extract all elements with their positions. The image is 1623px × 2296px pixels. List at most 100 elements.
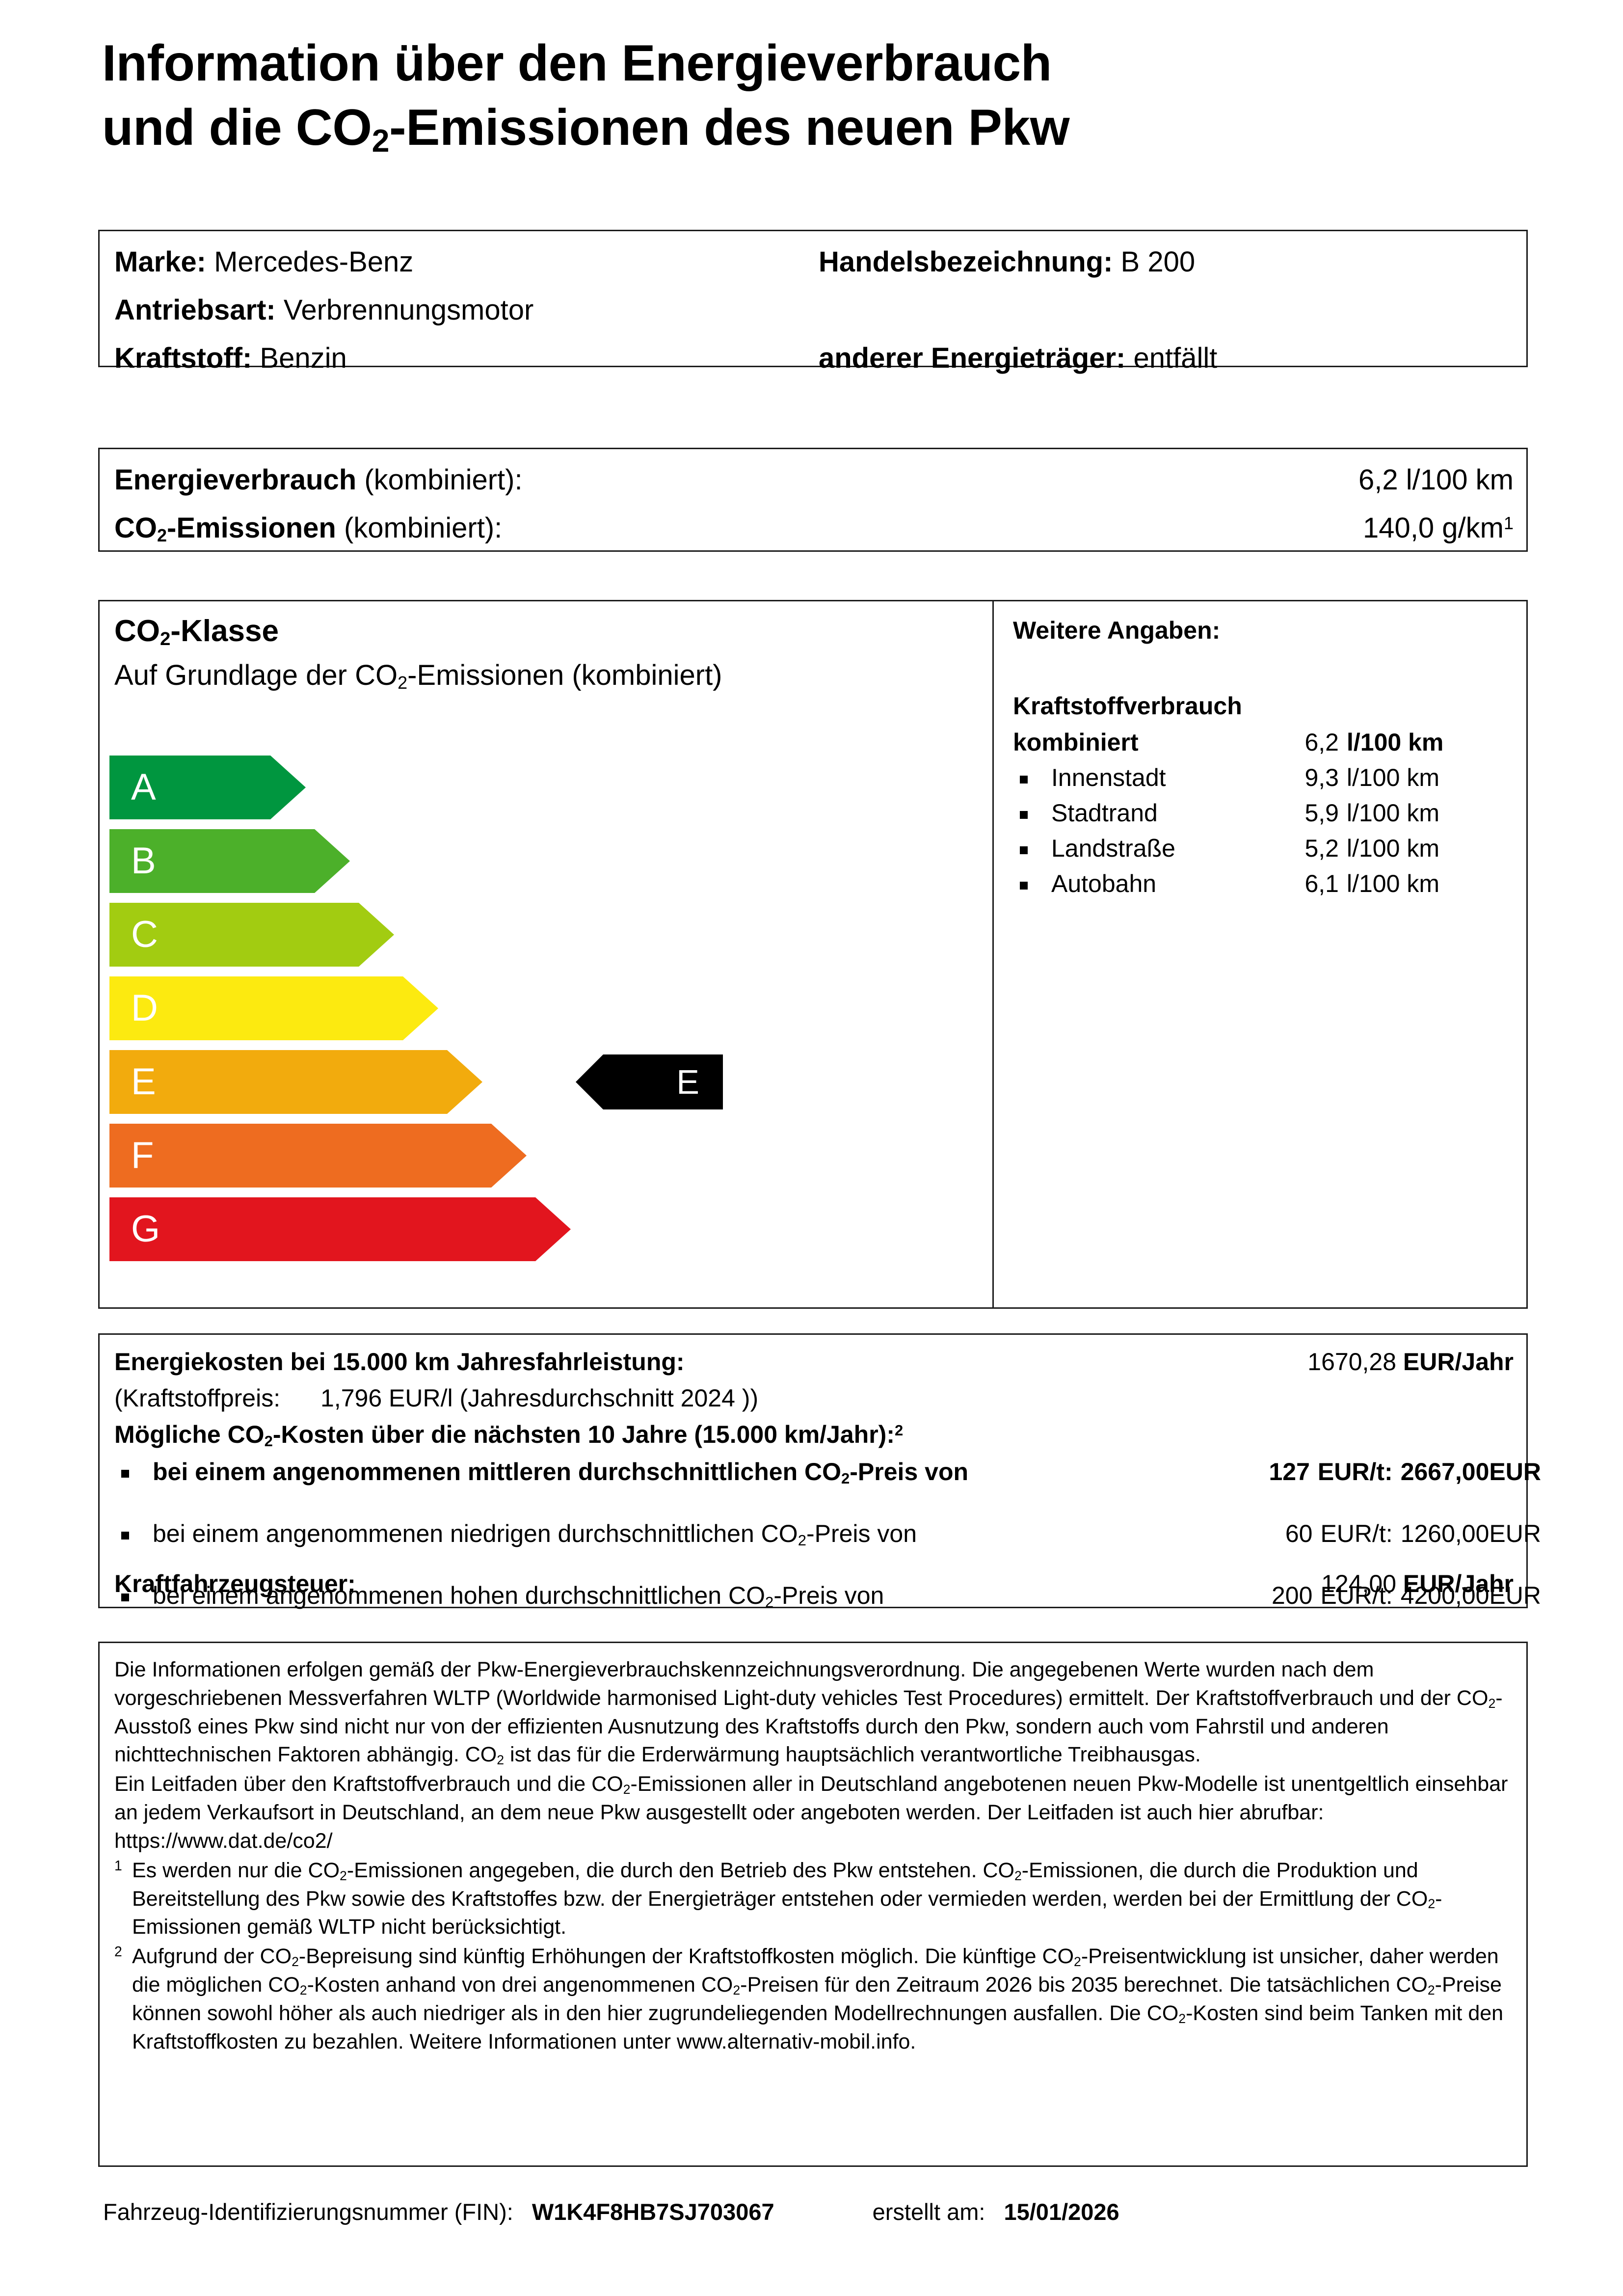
co2-subscript: 2 [1488,1696,1496,1711]
co2-cost-bullet-low: bei einem angenommenen niedrigen durchsc… [114,1520,1541,1549]
co2-total-low: 1260,00EUR [1400,1520,1541,1547]
co2-price-high: 200 [1272,1582,1313,1609]
co2-class-bar-c: C [109,903,394,967]
fuel-consumption-key: Landstraße [1013,836,1249,861]
antriebsart-label: Antriebsart: [114,294,276,326]
fuel-consumption-value: 5,9 [1304,799,1339,827]
co2-class-bar-row: D [109,976,988,1040]
fuel-consumption-key-label: Stadtrand [1051,799,1158,827]
co2-subscript: 2 [623,1782,631,1797]
field-handelsbezeichnung: Handelsbezeichnung: B 200 [819,248,1195,276]
energietraeger-value: entfällt [1133,342,1218,374]
fuel-consumption-table: kombiniert 6,2 l/100 km Innenstadt 9,3 l/100 … [1013,730,1504,907]
fuel-consumption-value: 5,2 [1304,835,1339,862]
footnote-1: 1 Es werden nur die CO2-Emissionen angeg… [114,1857,1513,1942]
handelsbezeichnung-value: B 200 [1120,246,1196,278]
fuel-consumption-value: 6,2 [1304,729,1339,756]
co2-subscript: 2 [299,1982,307,1998]
fuel-consumption-value: 6,1 [1304,870,1339,897]
footnote-2: 2 Aufgrund der CO2-Bepreisung sind künft… [114,1943,1513,2056]
co2-class-scale-panel: CO2-Klasse Auf Grundlage der CO2-Emissio… [100,601,994,1307]
row-kraftfahrzeugsteuer: Kraftfahrzeugsteuer: 124,00 EUR/Jahr [114,1571,1514,1596]
co2-class-bar-row: G [109,1197,988,1261]
kraftfahrzeugsteuer-label: Kraftfahrzeugsteuer: [114,1570,356,1597]
kraftfahrzeugsteuer-unit: EUR/Jahr [1403,1570,1514,1597]
energiekosten-value-group: 1670,28 EUR/Jahr [1307,1350,1514,1374]
square-bullet-icon [121,1594,129,1601]
co2-price-low: 60 [1285,1520,1313,1547]
kraftfahrzeugsteuer-value-group: 124,00 EUR/Jahr [1321,1571,1514,1596]
co2-class-heading: CO2-Klasse [114,614,279,650]
square-bullet-icon [121,1470,129,1478]
fuel-consumption-unit: l/100 km [1347,870,1439,897]
fuel-consumption-unit: l/100 km [1347,799,1439,827]
further-details-panel: Weitere Angaben: Kraftstoffverbrauch kom… [995,601,1526,1307]
kraftstoff-label: Kraftstoff: [114,342,252,374]
co2-price-high-unit: EUR/t: [1320,1582,1393,1609]
fuel-consumption-key: Autobahn [1013,871,1249,896]
field-antriebsart: Antriebsart: Verbrennungsmotor [114,296,533,324]
co2-subscript: 2 [798,1531,806,1549]
co2-class-marker-arrow: E [576,1054,723,1109]
co2-class-bar-letter: C [131,914,158,955]
fuel-consumption-row: Landstraße 5,2 l/100 km [1013,836,1504,871]
page-title: Information über den Energieverbrauch un… [102,31,1525,160]
co2-price-low-unit: EUR/t: [1320,1520,1393,1547]
co2-price-medium: 127 [1269,1458,1310,1486]
fuel-consumption-unit: l/100 km [1347,764,1439,791]
legal-paragraph-2: Ein Leitfaden über den Kraftstoffverbrau… [114,1772,1508,1853]
co2-class-subheading: Auf Grundlage der CO2-Emissionen (kombin… [114,659,722,693]
legal-text: Die Informationen erfolgen gemäß der Pkw… [114,1656,1513,2057]
footnote-2-marker: 2 [114,1944,122,1960]
square-bullet-icon [1020,776,1028,783]
co2-class-bar-row: F [109,1124,988,1188]
footer-row: Fahrzeug-Identifizierungsnummer (FIN): W1… [103,2200,1526,2223]
page-title-line1: Information über den Energieverbrauch [102,35,1052,92]
row-energiekosten: Energiekosten bei 15.000 km Jahresfahrle… [114,1350,1514,1374]
co2-class-box: CO2-Klasse Auf Grundlage der CO2-Emissio… [98,600,1528,1309]
co2-subscript: 2 [264,1432,273,1450]
co2-class-bar-letter: E [131,1061,156,1103]
footnote-ref-2: 2 [894,1422,904,1439]
energiekosten-unit: EUR/Jahr [1403,1348,1514,1376]
kraftstoffpreis-label: (Kraftstoffpreis: [114,1384,281,1412]
co2-cost-bullet-high-text: bei einem angenommenen hohen durchschnit… [153,1582,884,1611]
co2-subscript: 2 [1074,1954,1081,1970]
co2-subscript: 2 [1014,1868,1022,1883]
co2-price-medium-unit: EUR/t: [1317,1458,1393,1486]
vehicle-info-box: Marke: Mercedes-Benz Antriebsart: Verbre… [98,230,1528,373]
co2-cost-bullet-high: bei einem angenommenen hohen durchschnit… [114,1582,1541,1611]
row-co2-emissionen: CO2-Emissionen (kombiniert): 140,0 g/km1 [114,512,1514,545]
fuel-consumption-key-label: kombiniert [1013,729,1139,756]
co2-subscript: 2 [765,1593,774,1611]
further-details-title: Weitere Angaben: [1013,617,1221,644]
co2-subscript: 2 [733,1982,741,1998]
co2-subscript: 2 [1428,1896,1436,1912]
fuel-consumption-row: kombiniert 6,2 l/100 km [1013,730,1504,765]
field-marke: Marke: Mercedes-Benz [114,248,413,276]
co2-cost-bullet-medium-text: bei einem angenommenen mittleren durchsc… [153,1458,969,1487]
kraftstoff-value: Benzin [260,342,347,374]
field-energietraeger: anderer Energieträger: entfällt [819,344,1217,373]
fuel-consumption-row: Stadtrand 5,9 l/100 km [1013,801,1504,836]
co2-emissionen-label: CO2-Emissionen (kombiniert): [114,512,503,545]
legal-paragraph-1: Die Informationen erfolgen gemäß der Pkw… [114,1658,1503,1768]
energieverbrauch-label: Energieverbrauch (kombiniert): [114,464,523,496]
marke-value: Mercedes-Benz [214,246,414,278]
co2-class-bar-row: B [109,829,988,893]
energiekosten-value: 1670,28 [1307,1348,1397,1376]
co2-class-bar-e: E [109,1050,482,1114]
co2-class-bar-row: C [109,903,988,967]
co2-subscript: 2 [497,1753,505,1768]
kraftstoffpreis-value: 1,796 EUR/l (Jahresdurchschnitt 2024 )) [320,1384,759,1412]
fuel-consumption-key-label: Innenstadt [1051,764,1166,791]
field-kraftstoff: Kraftstoff: Benzin [114,344,347,373]
fin-label: Fahrzeug-Identifizierungsnummer (FIN): [103,2199,513,2225]
footnote-1-marker: 1 [114,1858,122,1874]
kraftfahrzeugsteuer-value: 124,00 [1321,1570,1397,1597]
legal-notes-box: Die Informationen erfolgen gemäß der Pkw… [98,1642,1528,2167]
energieverbrauch-value: 6,2 l/100 km [1358,464,1514,496]
fin-value: W1K4F8HB7SJ703067 [532,2199,774,2225]
